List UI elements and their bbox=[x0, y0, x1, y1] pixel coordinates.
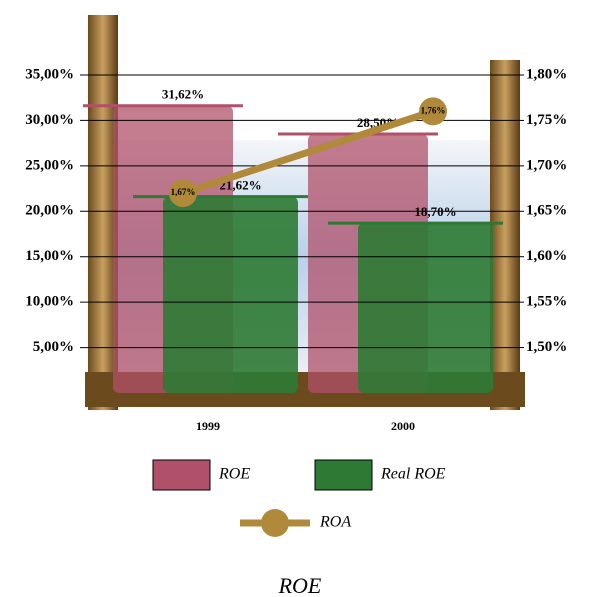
bar bbox=[163, 196, 298, 393]
y-tick-label: 15,00% bbox=[25, 248, 74, 264]
y-tick-label: 30,00% bbox=[25, 112, 74, 128]
chart-title: ROE bbox=[278, 573, 322, 597]
data-label: 31,62% bbox=[162, 87, 204, 102]
y-tick-label: 5,00% bbox=[33, 339, 74, 355]
y-tick-label: 10,00% bbox=[25, 294, 74, 310]
line bbox=[181, 108, 435, 197]
data-label: 1,76% bbox=[421, 105, 446, 115]
bar bbox=[358, 223, 493, 393]
y2-tick-label: 1,75% bbox=[526, 112, 567, 128]
y2-tick-label: 1,80% bbox=[526, 66, 567, 82]
point bbox=[169, 179, 197, 208]
y-tick-label: 20,00% bbox=[25, 203, 74, 219]
legend-label: ROE bbox=[218, 466, 250, 483]
legend-swatch bbox=[314, 459, 373, 491]
y2-tick-label: 1,70% bbox=[526, 157, 567, 173]
point bbox=[419, 97, 447, 126]
x-tick-label: 2000 bbox=[391, 419, 415, 433]
legend-swatch bbox=[261, 509, 289, 537]
legend-label: ROA bbox=[319, 514, 351, 531]
y2-tick-label: 1,65% bbox=[526, 203, 567, 219]
legend-label: Real ROE bbox=[380, 466, 446, 483]
y-tick-label: 35,00% bbox=[25, 66, 74, 82]
x-tick-label: 1999 bbox=[196, 419, 220, 433]
y2-tick-label: 1,50% bbox=[526, 339, 567, 355]
legend-swatch bbox=[152, 459, 211, 491]
y2-tick-label: 1,60% bbox=[526, 248, 567, 264]
y-tick-label: 25,00% bbox=[25, 157, 74, 173]
y2-tick-label: 1,55% bbox=[526, 294, 567, 310]
data-label: 1,67% bbox=[171, 187, 196, 197]
